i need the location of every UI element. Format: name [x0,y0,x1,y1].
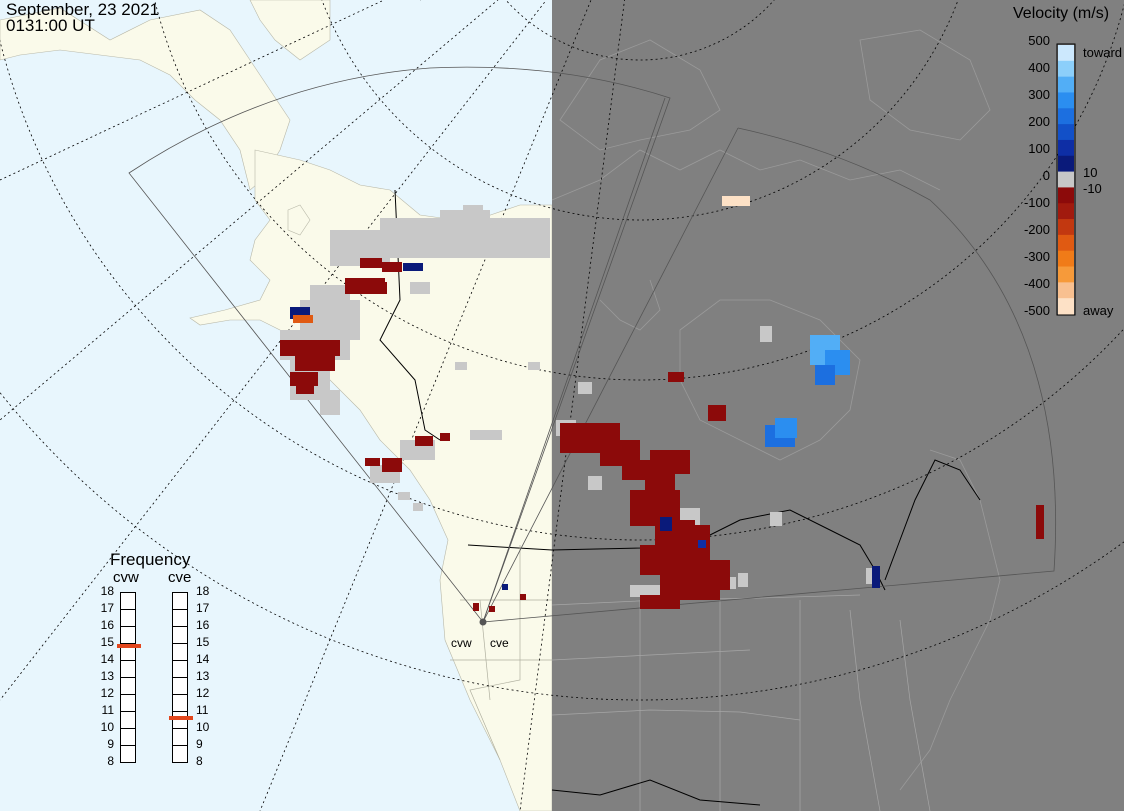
colorbar-toward-label: toward [1083,45,1123,60]
colorbar-block [1058,203,1074,220]
freq-tick-label: 15 [196,635,210,649]
colorbar-block [1058,219,1074,236]
radar-label-cve: cve [490,636,509,650]
colorbar-tick-label: 200 [1028,114,1050,129]
colorbar-tick-label: -500 [1023,303,1050,318]
colorbar-block [1058,76,1074,93]
date-label: September, 23 2021 [6,0,160,19]
colorbar-block [1058,139,1074,157]
freq-tick-label: 12 [196,686,210,700]
freq-tick-label: 14 [196,652,210,666]
day-borders [450,545,552,761]
freq-tick-label: 9 [107,737,114,751]
freq-tick-label: 17 [196,601,210,615]
freq-marker-cvw [117,644,141,649]
night-borders [551,594,931,811]
freq-grid-line [121,677,135,678]
colorbar-block [1058,45,1074,62]
colorbar-tick-label: 400 [1028,60,1050,75]
colorbar-block [1058,60,1074,78]
land [0,0,553,811]
velocity-cells [280,196,1044,612]
freq-grid-line [173,660,187,661]
freq-tick-label: 8 [196,754,203,768]
freq-grid-line [121,694,135,695]
colorbar-tick-label: 100 [1028,141,1050,156]
colorbar-block [1058,155,1074,173]
colorbar-block [1058,234,1074,252]
colorbar-tick-label: 300 [1028,87,1050,102]
colorbar-block [1058,282,1074,299]
freq-scale-cve [172,592,188,763]
colorbar-block [1058,171,1074,188]
header: September, 23 2021 0131:00 UT [6,0,160,35]
colorbar-block [1058,187,1074,204]
freq-grid-line [121,728,135,729]
freq-tick-label: 13 [100,669,114,683]
freq-tick-label: 16 [196,618,210,632]
night-region [552,0,1124,811]
colorbar-neg-label: -10 [1083,181,1102,196]
freq-marker-cve [169,715,193,720]
colorbar-title: Velocity (m/s) [1013,5,1110,22]
freq-tick-label: 18 [196,584,210,598]
colorbar-tick-label: 0 [1042,168,1050,183]
country-borders [379,189,981,806]
colorbar-frame [1056,43,1076,316]
freq-grid-line [173,711,187,712]
freq-grid-line [121,643,135,644]
colorbar-block [1058,92,1074,109]
colorbar-block [1058,108,1074,125]
freq-grid-line [121,626,135,627]
colorbar-scale [1058,45,1074,315]
freq-tick-label: 8 [107,754,114,768]
colorbar-tick-label: -200 [1023,222,1050,237]
freq-tick-label: 10 [196,720,210,734]
freq-tick-label: 10 [100,720,114,734]
colorbar-block [1058,250,1074,268]
radar-fov [128,66,1057,623]
freq-tick-label: 17 [100,601,114,615]
freq-tick-label: 11 [196,703,209,717]
freq-grid-line [173,643,187,644]
freq-tick-label: 9 [196,737,203,751]
freq-grid-line [173,728,187,729]
colorbar-pos-label: 10 [1083,165,1098,180]
night-coastlines [551,29,1001,791]
time-label: 0131:00 UT [6,16,95,35]
freq-label-cve: cve [168,569,192,586]
freq-grid-line [173,626,187,627]
freq-label-cvw: cvw [113,569,139,586]
freq-scale-cvw [120,592,136,763]
freq-tick-label: 16 [100,618,114,632]
freq-tick-label: 13 [196,669,210,683]
radar-label-cvw: cvw [451,636,472,650]
colorbar-block [1058,266,1074,283]
freq-tick-label: 12 [100,686,114,700]
colorbar-tick-label: -300 [1023,249,1050,264]
freq-grid-line [121,745,135,746]
freq-tick-label: 11 [101,703,114,717]
freq-grid-line [121,609,135,610]
colorbar-block [1058,298,1074,315]
colorbar-tick-label: 500 [1028,33,1050,48]
freq-tick-label: 18 [100,584,114,598]
radar-site-dot [479,618,487,626]
freq-grid-line [173,745,187,746]
frequency-title: Frequency [110,550,191,569]
freq-grid-line [173,609,187,610]
freq-tick-label: 14 [100,652,114,666]
freq-grid-line [121,660,135,661]
colorbar-tick-label: -100 [1023,195,1050,210]
freq-grid-line [173,694,187,695]
freq-grid-line [121,711,135,712]
colorbar-tick-label: -400 [1023,276,1050,291]
freq-grid-line [173,677,187,678]
freq-tick-label: 15 [100,635,114,649]
colorbar-block [1058,124,1074,141]
colorbar-away-label: away [1083,303,1114,318]
